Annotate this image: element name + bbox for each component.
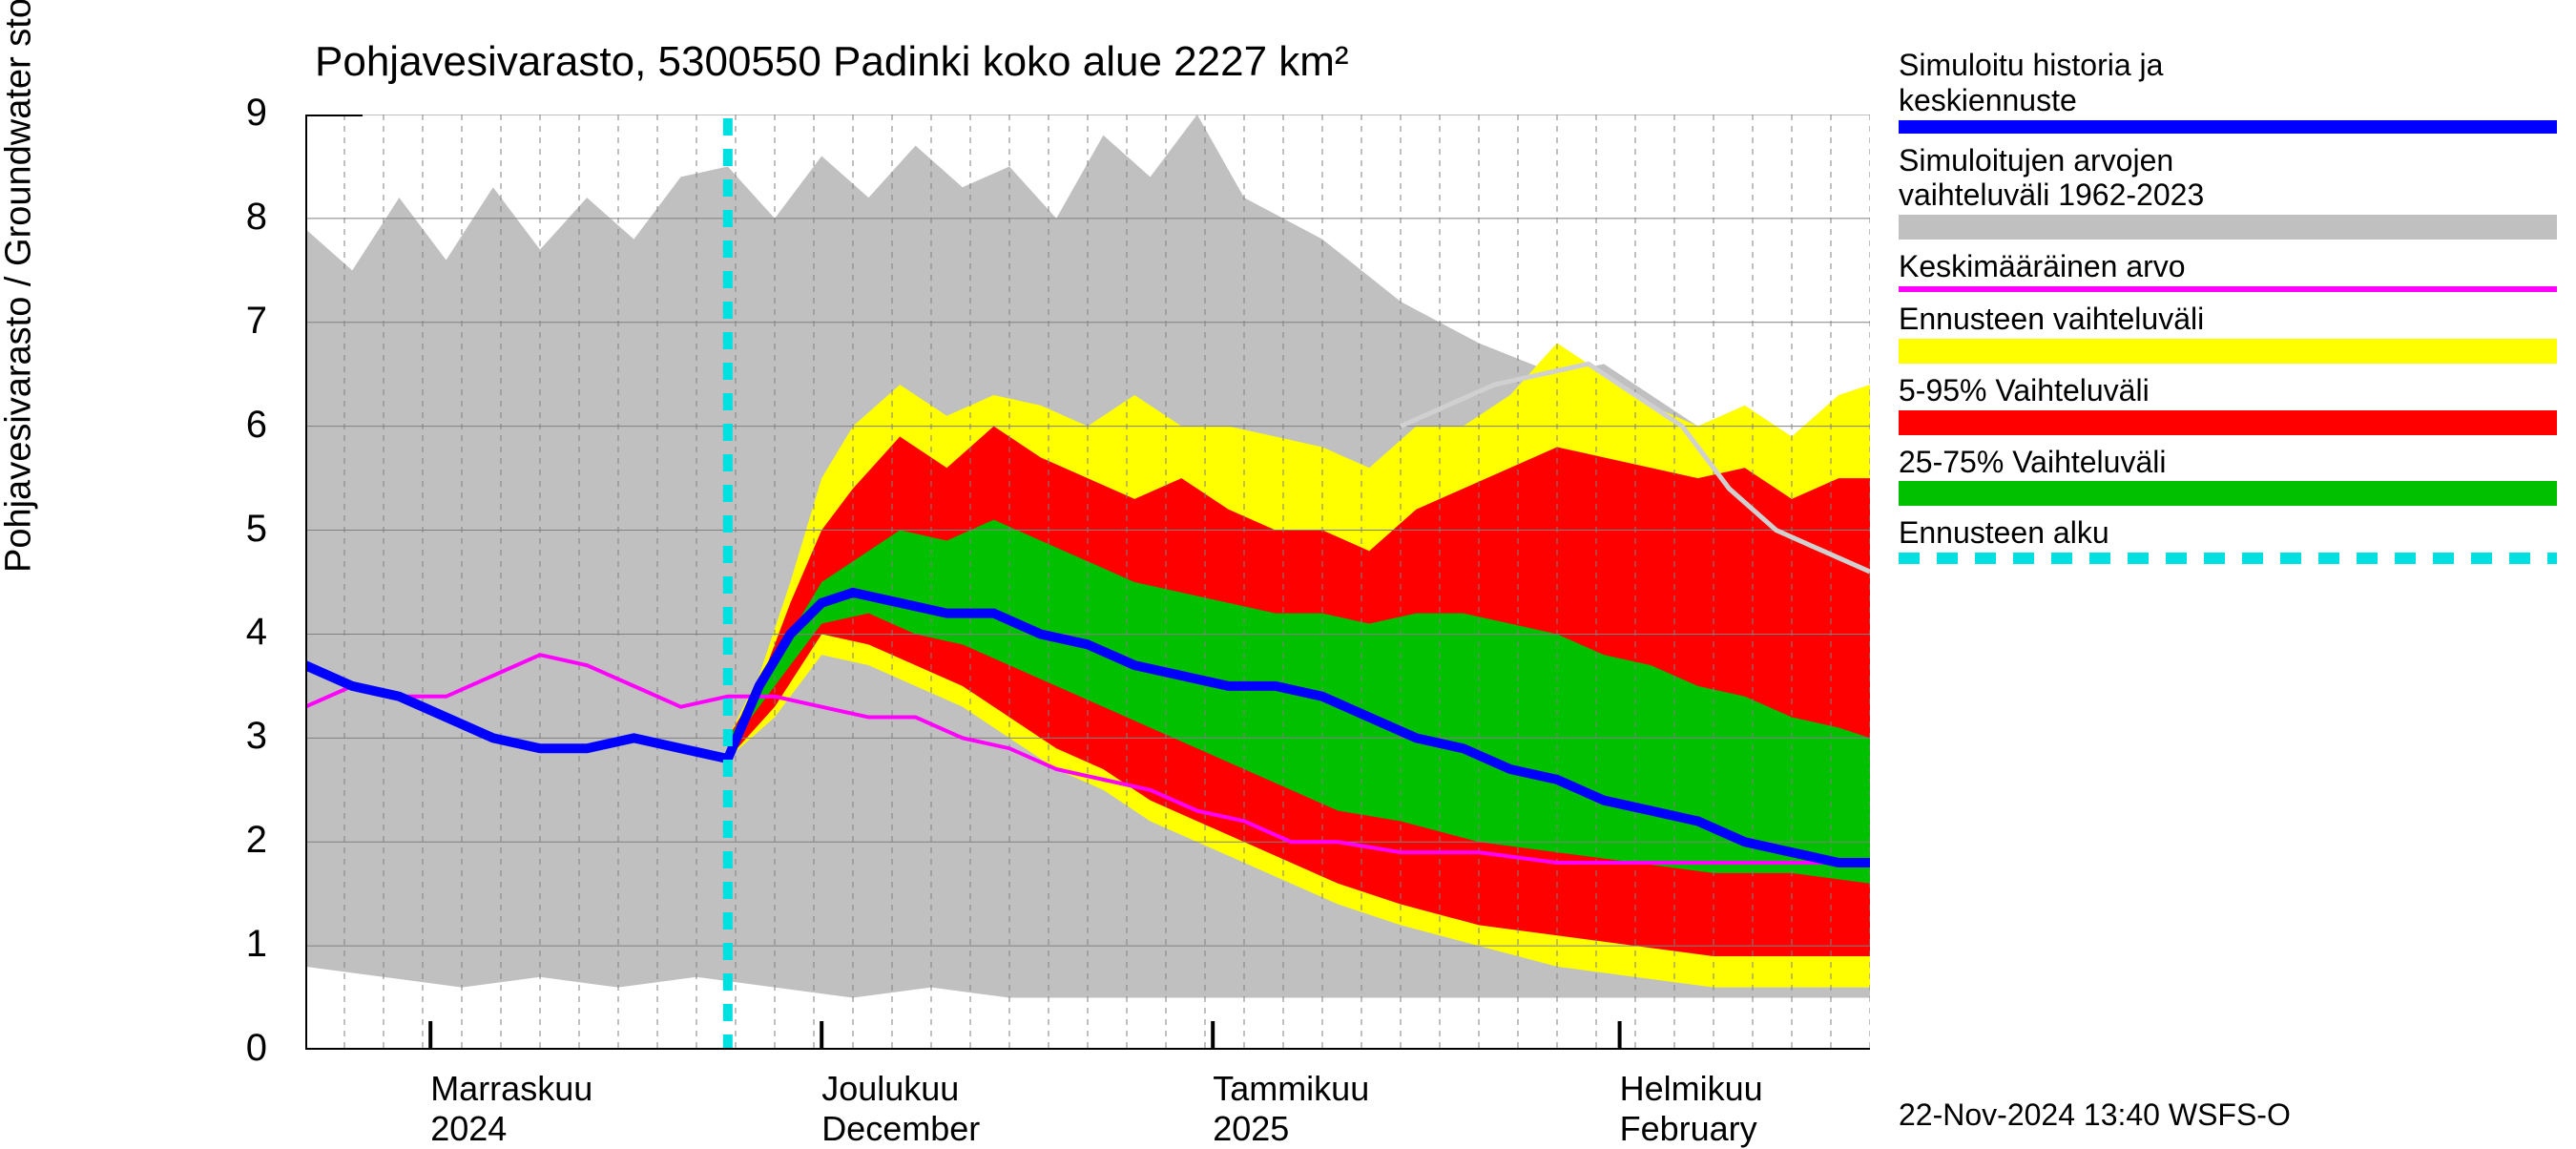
legend-swatch	[1899, 286, 2557, 292]
x-tick: HelmikuuFebruary	[1620, 1069, 1763, 1149]
x-tick: JoulukuuDecember	[821, 1069, 980, 1149]
legend-text: Keskimääräinen arvo	[1899, 249, 2557, 284]
legend-swatch	[1899, 481, 2557, 506]
y-tick: 2	[191, 819, 267, 862]
legend-swatch	[1899, 120, 2557, 134]
legend-item: Ennusteen vaihteluväli	[1899, 302, 2557, 364]
legend-swatch	[1899, 215, 2557, 240]
y-tick: 5	[191, 508, 267, 551]
legend-swatch	[1899, 410, 2557, 435]
y-tick: 0	[191, 1027, 267, 1070]
y-tick: 7	[191, 300, 267, 343]
y-tick: 8	[191, 196, 267, 239]
legend-item: Ennusteen alku	[1899, 515, 2557, 564]
legend-text: Ennusteen vaihteluväli	[1899, 302, 2557, 337]
y-tick: 9	[191, 92, 267, 135]
legend: Simuloitu historia jakeskiennuste Simuloi…	[1899, 48, 2557, 574]
chart-container: Pohjavesivarasto / Groundwater storage m…	[0, 0, 2576, 1145]
legend-swatch	[1899, 339, 2557, 364]
legend-item: Simuloitu historia jakeskiennuste	[1899, 48, 2557, 134]
legend-swatch	[1899, 553, 2557, 564]
chart-title: Pohjavesivarasto, 5300550 Padinki koko a…	[315, 38, 1349, 86]
timestamp-label: 22-Nov-2024 13:40 WSFS-O	[1899, 1097, 2291, 1133]
legend-text: 5-95% Vaihteluväli	[1899, 373, 2557, 408]
legend-item: Simuloitujen arvojenvaihteluväli 1962-20…	[1899, 143, 2557, 240]
y-axis-label: Pohjavesivarasto / Groundwater storage m…	[0, 0, 40, 573]
x-tick: Marraskuu2024	[430, 1069, 592, 1149]
legend-item: 25-75% Vaihteluväli	[1899, 445, 2557, 507]
x-tick: Tammikuu2025	[1213, 1069, 1369, 1149]
legend-item: Keskimääräinen arvo	[1899, 249, 2557, 292]
legend-text: Ennusteen alku	[1899, 515, 2557, 551]
y-tick: 4	[191, 611, 267, 654]
y-tick: 6	[191, 404, 267, 447]
legend-text: 25-75% Vaihteluväli	[1899, 445, 2557, 480]
y-tick: 1	[191, 923, 267, 966]
y-tick: 3	[191, 715, 267, 758]
legend-text: Simuloitu historia jakeskiennuste	[1899, 48, 2557, 118]
plot-area	[305, 115, 1870, 1050]
legend-item: 5-95% Vaihteluväli	[1899, 373, 2557, 435]
legend-text: Simuloitujen arvojenvaihteluväli 1962-20…	[1899, 143, 2557, 214]
